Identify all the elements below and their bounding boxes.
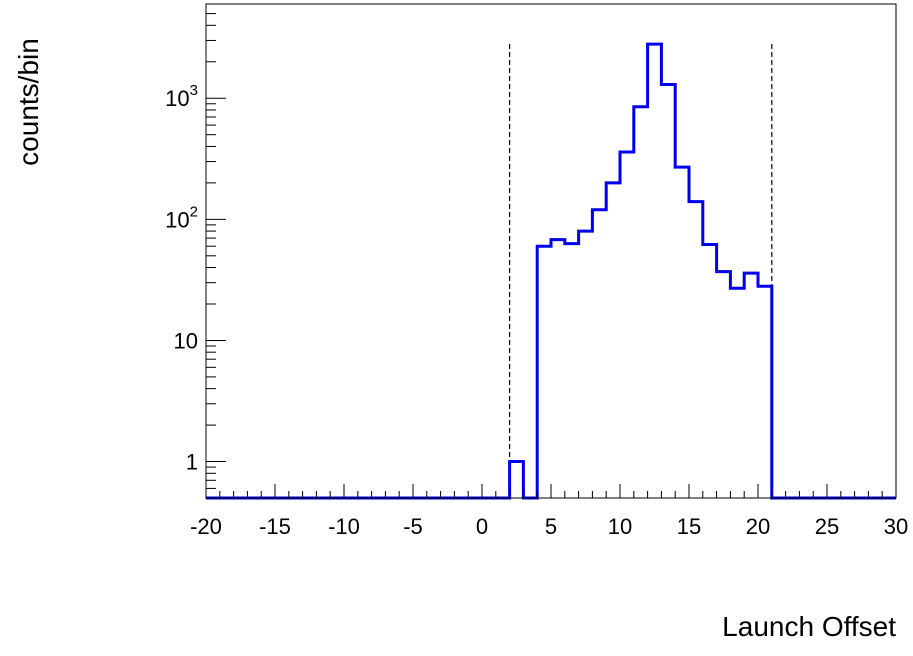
x-tick-label: 25 bbox=[815, 514, 839, 539]
x-tick-label: -20 bbox=[190, 514, 222, 539]
x-tick-label: -10 bbox=[328, 514, 360, 539]
y-tick-label: 1 bbox=[186, 450, 198, 475]
y-tick-label: 10 bbox=[174, 328, 198, 353]
x-tick-label: 15 bbox=[677, 514, 701, 539]
plot-frame bbox=[206, 4, 896, 498]
x-tick-label: 5 bbox=[545, 514, 557, 539]
y-axis: 1 10 102 103 bbox=[165, 3, 226, 499]
x-tick-label: 0 bbox=[476, 514, 488, 539]
x-tick-label: -15 bbox=[259, 514, 291, 539]
x-tick-label: 10 bbox=[608, 514, 632, 539]
x-axis-title: Launch Offset bbox=[722, 611, 896, 642]
x-tick-label: 20 bbox=[746, 514, 770, 539]
y-tick-label: 103 bbox=[165, 82, 198, 111]
y-tick-label: 102 bbox=[165, 203, 198, 232]
y-axis-title: counts/bin bbox=[13, 38, 44, 166]
x-tick-label: 30 bbox=[884, 514, 908, 539]
x-tick-label: -5 bbox=[403, 514, 423, 539]
x-axis: -20 -15 -10 -5 0 5 10 15 20 25 30 bbox=[190, 484, 908, 539]
